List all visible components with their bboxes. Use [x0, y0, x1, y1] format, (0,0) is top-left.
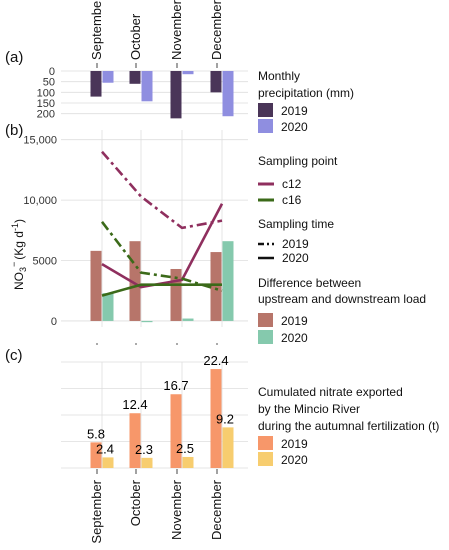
legend-a-title-line1: Monthly [258, 69, 300, 83]
panel-a-y-tick-label: 150 [37, 98, 55, 110]
bottom-month-labels: September October November December [89, 469, 224, 544]
legend-c-swatch-2020 [258, 452, 273, 466]
panel-b-y-tick-label: 15,000 [23, 135, 57, 147]
panel-b-y-axis-label: NO3− (Kg d-1) [9, 219, 28, 290]
panel-a-bar-2020 [182, 71, 194, 75]
panel-a-bar-2019 [90, 71, 102, 97]
legend-b-bar-title-line2: upstream and downstream load [258, 292, 426, 306]
top-month-label: December [209, 0, 224, 60]
panel-b-bar-2020 [141, 320, 153, 323]
panel-a-bar-2020 [102, 71, 114, 83]
ylabel-unit-sup: -1 [10, 223, 20, 231]
panel-b-line-c16-2019 [100, 221, 223, 292]
legend-c-label-2020: 2020 [281, 453, 308, 467]
panel-a-bar-2019 [170, 71, 182, 119]
panel-c-bar-2019 [129, 413, 141, 468]
panel-c-data-label-2020: 2.4 [96, 441, 114, 456]
panel-label-a: (a) [5, 49, 23, 66]
panel-c-data-label-2020: 9.2 [216, 411, 234, 426]
legend-b-c12-label: c12 [282, 177, 302, 191]
legend-b-sampling-time-title: Sampling time [258, 217, 334, 231]
panel-a-bar-2019 [129, 71, 141, 84]
panel-c-data-label-2019: 22.4 [203, 353, 228, 368]
panel-c-bar-2019 [90, 442, 102, 468]
panel-label-b: (b) [5, 122, 23, 139]
top-month-label: November [169, 0, 184, 60]
panel-c-bar-2020 [102, 457, 114, 468]
panel-c-cumulated-nitrate-chart: 5.8 12.4 16.7 22.4 2.4 2.3 2.5 9.2 [61, 353, 248, 469]
legend-a-swatch-2020 [258, 119, 273, 133]
panel-c-bar-2020 [141, 457, 153, 468]
panel-label-c: (c) [5, 347, 23, 364]
legend-c-title-line1: Cumulated nitrate exported [258, 385, 403, 399]
panel-b-bar-2019 [170, 268, 182, 321]
panel-c-data-label-2019: 12.4 [122, 397, 147, 412]
ylabel-sub: 3 [18, 267, 28, 272]
ylabel-close: ) [12, 219, 26, 223]
legend-b-2019-time-label: 2019 [282, 237, 309, 251]
legend-b-swatch-2020 [258, 330, 273, 344]
panel-a-y-tick-label: 0 [49, 66, 55, 78]
panel-a-y-tick-label: 100 [37, 87, 55, 99]
panel-c-data-label-2020: 2.5 [176, 441, 194, 456]
panel-a-y-tick-label: 50 [43, 77, 55, 89]
legend-c-title-line3: during the autumnal fertilization (t) [258, 419, 439, 433]
legend-c-title-line2: by the Mincio River [258, 402, 360, 416]
bottom-month-label: October [128, 479, 143, 526]
ylabel-main: NO [12, 272, 26, 290]
panel-b-y-tick-label: 10,000 [23, 195, 57, 207]
panel-b-legend: Sampling point c12 c16 Sampling time 201… [258, 154, 426, 345]
legend-a-label-2020: 2020 [281, 120, 308, 134]
bottom-month-label: December [209, 479, 224, 540]
panel-b-bar-2020 [222, 241, 234, 321]
legend-a-label-2019: 2019 [281, 104, 308, 118]
legend-b-c16-label: c16 [282, 193, 302, 207]
panel-b-bar-2020 [102, 293, 114, 321]
legend-c-label-2019: 2019 [281, 437, 308, 451]
panel-c-legend: Cumulated nitrate exported by the Mincio… [258, 385, 439, 467]
bottom-month-label: September [89, 479, 104, 543]
panel-b-bar-2020 [182, 318, 194, 321]
legend-b-label-2020: 2020 [281, 331, 308, 345]
legend-b-swatch-2019 [258, 313, 273, 327]
panel-c-bar-2020 [182, 456, 194, 468]
panel-a-bar-2020 [222, 71, 234, 117]
bottom-month-label: November [169, 479, 184, 540]
ylabel-unit: (Kg d [12, 231, 26, 260]
legend-c-swatch-2019 [258, 436, 273, 450]
panel-a-bar-2020 [141, 71, 153, 102]
panel-c-data-label-2020: 2.3 [135, 442, 153, 457]
panel-b-bar-2019 [210, 252, 222, 321]
legend-b-bar-title-line1: Difference between [258, 276, 361, 290]
top-month-labels: September October November December [89, 0, 224, 68]
panel-c-bar-2019 [210, 369, 222, 468]
legend-a-title-line2: precipitation (mm) [258, 86, 354, 100]
panel-a-legend: Monthly precipitation (mm) 2019 2020 [258, 69, 354, 134]
panel-b-bar-2019 [90, 250, 102, 321]
panel-b-y-tick-label: 0 [51, 316, 57, 328]
panel-b-nitrate-chart: 0 5000 10,000 15,000 [23, 130, 248, 345]
panel-c-data-label-2019: 5.8 [87, 426, 105, 441]
panel-b-y-tick-label: 5000 [33, 256, 57, 268]
panel-a-bar-2019 [210, 71, 222, 93]
legend-b-sampling-point-title: Sampling point [258, 154, 338, 168]
legend-b-label-2019: 2019 [281, 314, 308, 328]
top-month-label: October [128, 13, 143, 60]
legend-b-2020-time-label: 2020 [282, 251, 309, 265]
ylabel-sup: − [9, 262, 19, 267]
panel-c-bar-2019 [170, 394, 182, 468]
panel-b-line-c12-2019 [101, 150, 223, 230]
panel-a-y-tick-label: 200 [37, 109, 55, 121]
legend-a-swatch-2019 [258, 103, 273, 117]
panel-c-bar-2020 [222, 427, 234, 468]
top-month-label: September [89, 0, 104, 60]
panel-b-bar-2019 [129, 241, 141, 321]
panel-b-line-c16-2020 [101, 283, 222, 297]
panel-c-data-label-2019: 16.7 [163, 378, 188, 393]
